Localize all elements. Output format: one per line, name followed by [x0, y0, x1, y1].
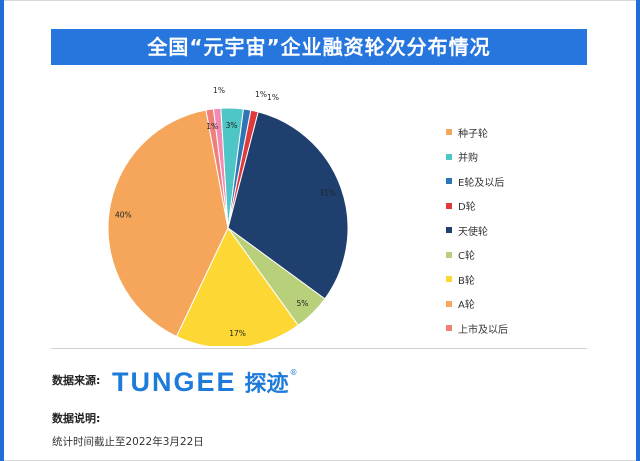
legend-label: D轮 — [458, 202, 476, 214]
slice-data-label: 1% — [213, 86, 225, 95]
legend-label: 天使轮 — [458, 226, 488, 238]
legend-item: E轮及以后 — [446, 169, 586, 194]
legend-item: C轮 — [446, 243, 586, 268]
slice-data-label: 40% — [115, 210, 132, 219]
legend-label: 并购 — [458, 153, 478, 165]
note-text: 统计时间截止至2022年3月22日 — [52, 436, 204, 448]
legend-label: B轮 — [458, 275, 475, 287]
legend-swatch — [446, 153, 452, 160]
pie-slice — [227, 111, 349, 300]
legend-swatch — [446, 276, 452, 283]
pie-chart-svg: 1%3%1% 1%31%5%17%40%1% — [107, 86, 349, 349]
chart-legend: 种子轮并购 E轮及以后 D轮天使轮 C轮 B轮 A轮上市及以后 — [446, 120, 586, 341]
slice-data-label: 1% — [255, 90, 267, 99]
legend-item: 天使轮 — [446, 218, 586, 243]
tungee-logo: TUNGEE 探迹 ® — [112, 366, 298, 398]
legend-swatch — [446, 251, 452, 258]
legend-item: B轮 — [446, 267, 586, 292]
legend-item: 并购 — [446, 145, 586, 170]
legend-label: C轮 — [458, 251, 475, 263]
slice-data-label: 31% — [319, 189, 336, 198]
legend-swatch — [446, 300, 452, 307]
logo-text-cn: 探迹 — [244, 372, 289, 397]
chart-title: 全国“元宇宙”企业融资轮次分布情况 — [51, 29, 587, 65]
pie-slice — [205, 108, 229, 229]
legend-swatch — [446, 227, 452, 234]
source-label: 数据来源: — [52, 374, 101, 387]
left-accent-bar — [0, 0, 4, 461]
legend-label: 上市及以后 — [458, 324, 508, 336]
slice-data-label: 17% — [229, 329, 246, 338]
slice-data-label: 1% — [206, 122, 218, 131]
pie-slice — [107, 109, 229, 338]
legend-swatch — [446, 178, 452, 185]
legend-item: 种子轮 — [446, 120, 586, 145]
slice-data-label: 5% — [296, 299, 308, 308]
slice-data-label: 1% — [267, 93, 279, 102]
footer-divider — [51, 348, 587, 349]
legend-label: E轮及以后 — [458, 177, 505, 189]
legend-swatch — [446, 202, 452, 209]
note-label: 数据说明: — [52, 412, 101, 425]
legend-item: D轮 — [446, 194, 586, 219]
right-accent-bar — [636, 0, 640, 461]
legend-item: A轮 — [446, 292, 586, 317]
slice-data-label: 3% — [226, 121, 238, 130]
legend-item: 上市及以后 — [446, 316, 586, 341]
legend-swatch — [446, 325, 452, 332]
legend-swatch — [446, 129, 452, 136]
logo-text-en: TUNGEE — [112, 366, 237, 397]
legend-label: A轮 — [458, 300, 475, 312]
registered-mark: ® — [289, 368, 298, 377]
legend-label: 种子轮 — [458, 128, 488, 140]
pie-chart: 1% 3% 1% 1% 31% 5% 17% 40% 1% — [51, 66, 587, 349]
